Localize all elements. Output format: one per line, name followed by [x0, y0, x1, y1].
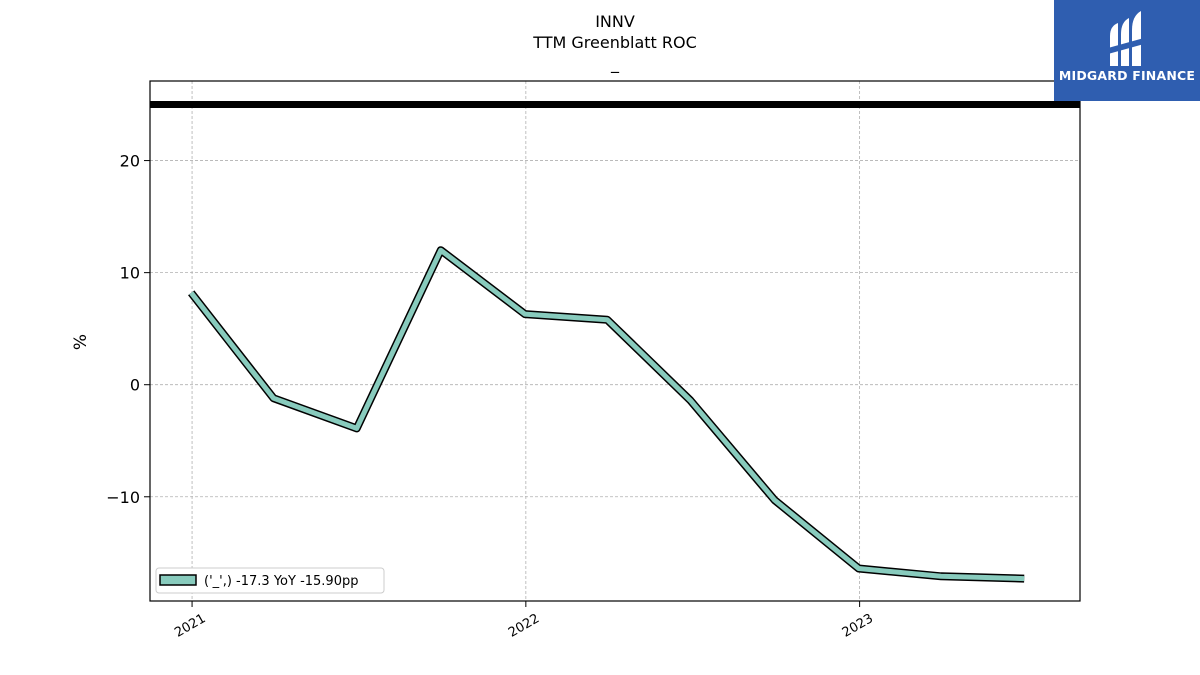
logo-text: MIDGARD FINANCE — [1058, 68, 1196, 83]
legend-swatch — [159, 574, 197, 586]
y-tick-label: 20 — [120, 152, 140, 171]
y-tick-label: −10 — [106, 488, 140, 507]
x-tick-label: 2022 — [506, 611, 542, 641]
x-tick-label: 2021 — [172, 611, 208, 641]
grid-layer — [150, 81, 1080, 601]
axis-layer: −10 0 10 20 2021 2022 2023 — [106, 152, 876, 641]
midgard-logo-icon — [1108, 11, 1144, 66]
y-tick-label: 10 — [120, 264, 140, 283]
legend-label: ('_',) -17.3 YoY -15.90pp — [204, 574, 358, 589]
y-axis-label: % — [71, 334, 91, 350]
chart-subtitle-2: _ — [610, 54, 620, 74]
x-tick-label: 2023 — [840, 611, 876, 641]
chart-title: INNV — [595, 12, 635, 31]
plot-area-frame — [149, 80, 1081, 602]
legend-box — [155, 567, 385, 594]
series-layer — [188, 246, 1025, 583]
chart-subtitle: TTM Greenblatt ROC — [532, 33, 697, 52]
y-tick-label: 0 — [130, 376, 140, 395]
midgard-finance-logo: MIDGARD FINANCE — [1054, 0, 1200, 101]
series-line — [189, 247, 1025, 582]
legend: ('_',) -17.3 YoY -15.90pp — [155, 567, 385, 594]
